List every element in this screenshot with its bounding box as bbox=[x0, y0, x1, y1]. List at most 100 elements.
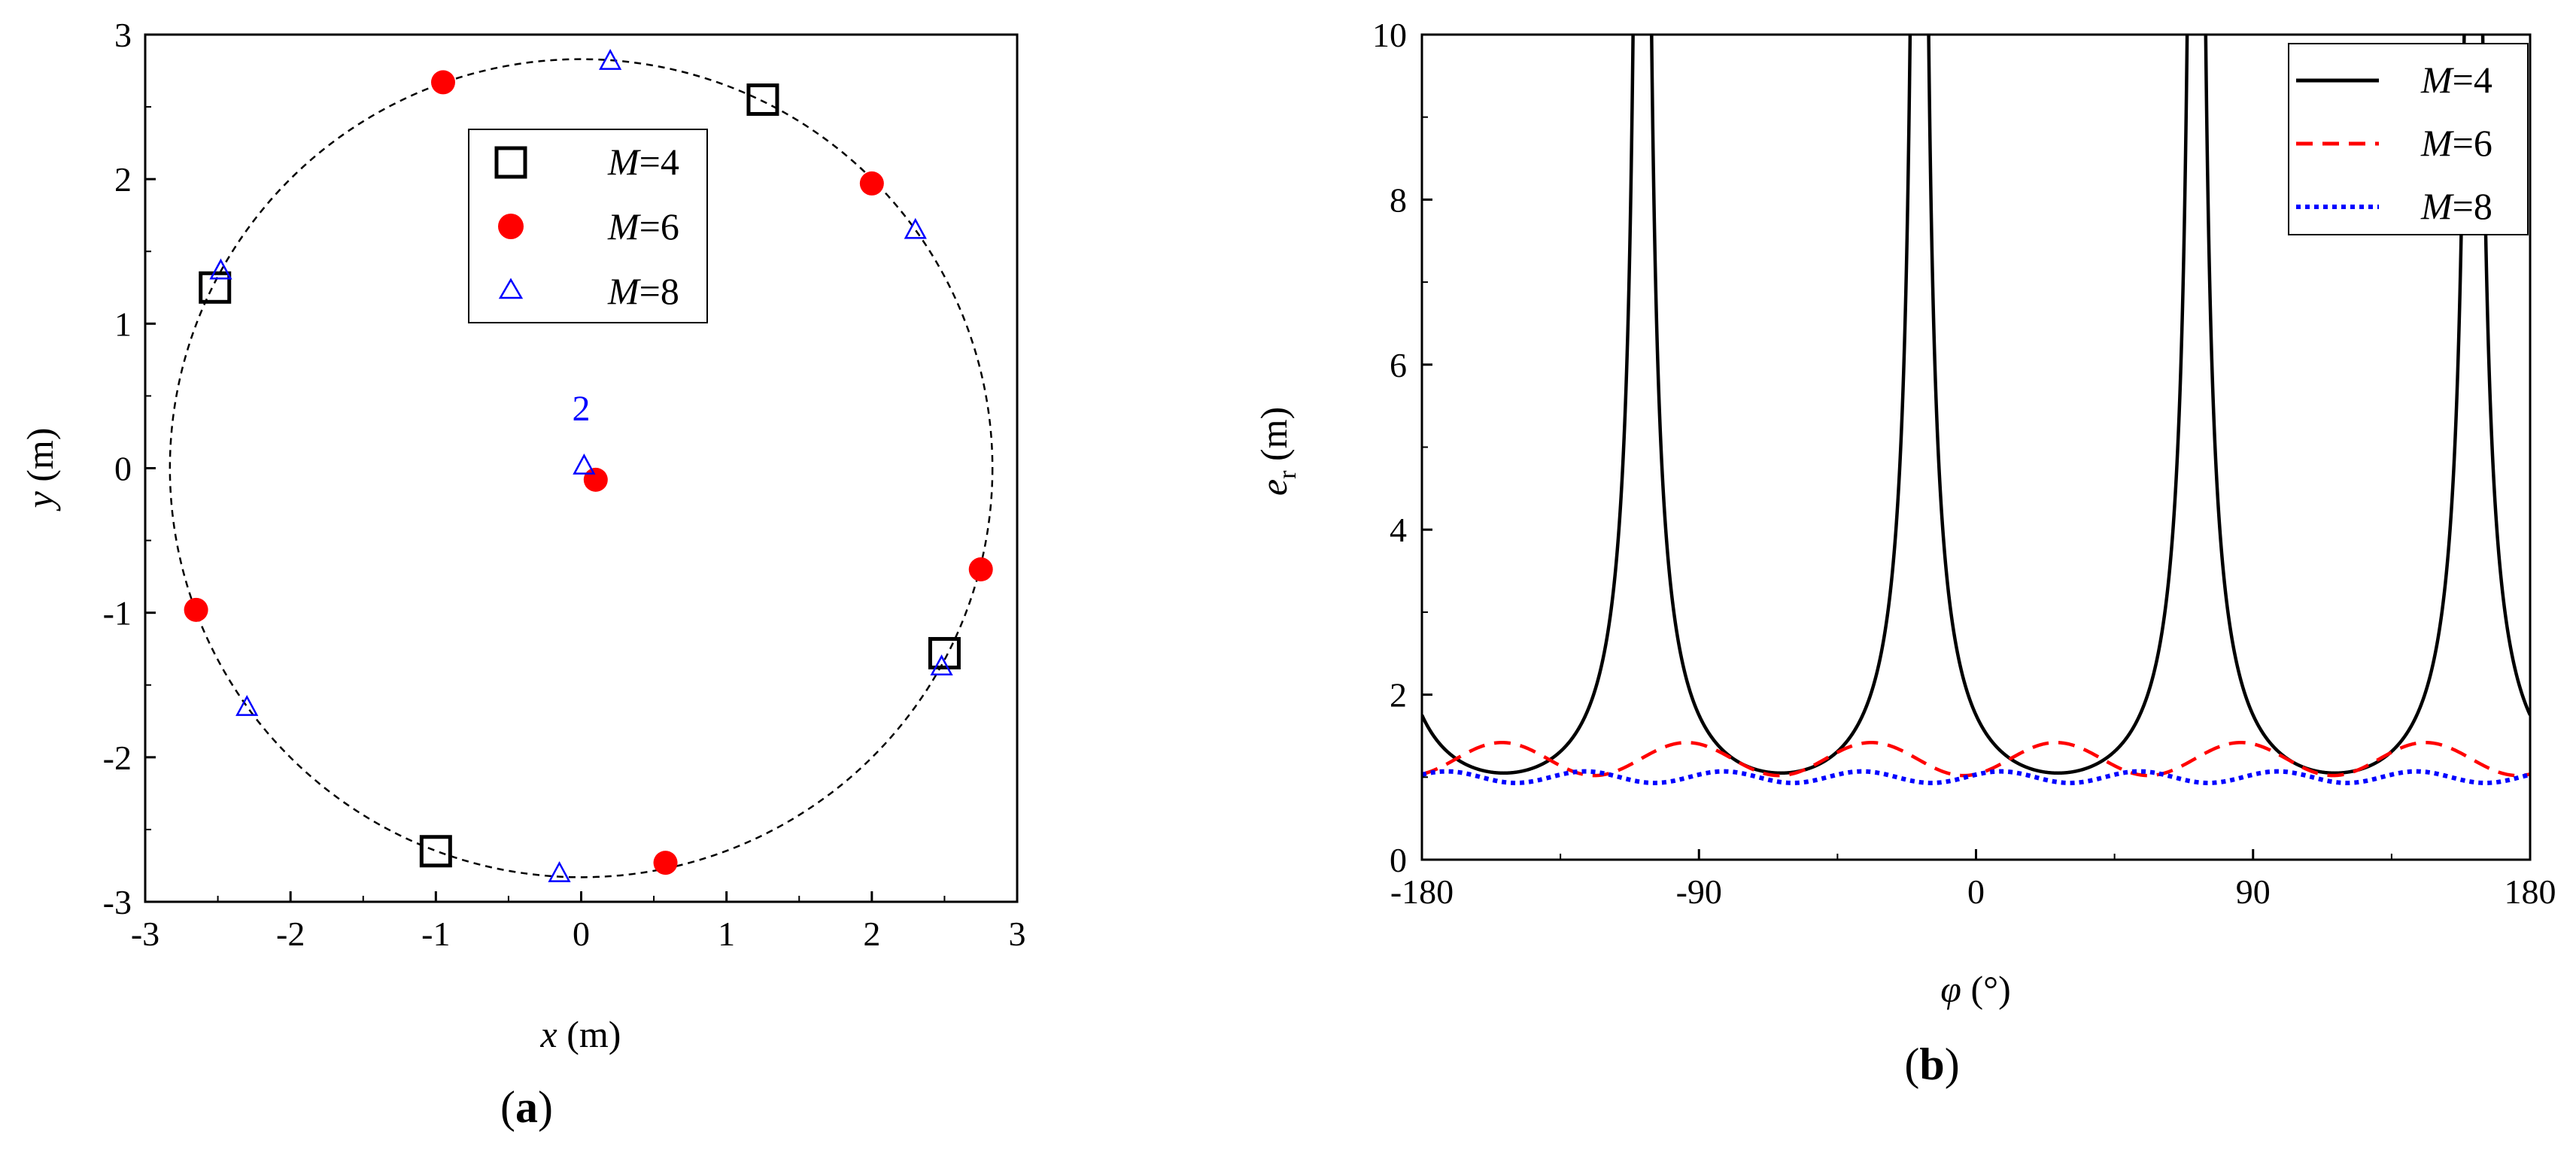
panel-a-legend-label-m6: M=6 bbox=[607, 205, 679, 247]
legend-triangle-marker bbox=[498, 278, 524, 299]
m4-square-point bbox=[419, 835, 452, 868]
x-tick-label: -2 bbox=[276, 915, 305, 953]
m8-triangle-point bbox=[573, 454, 596, 475]
m8-triangle-point bbox=[904, 217, 927, 239]
panel-a-legend-label-m8: M=8 bbox=[607, 270, 679, 312]
panel-a-label-close: ) bbox=[538, 1082, 553, 1132]
x-tick-label: 0 bbox=[1967, 872, 1985, 911]
y-tick-label: 0 bbox=[1390, 841, 1407, 879]
y-tick-label: 4 bbox=[1390, 511, 1407, 549]
x-tick-label: -3 bbox=[131, 915, 159, 953]
panel-b-label-close: ) bbox=[1945, 1039, 1960, 1089]
panel-a-plot-area bbox=[169, 58, 994, 878]
x-tick-label: 0 bbox=[573, 915, 590, 953]
x-tick-label: -90 bbox=[1676, 872, 1722, 911]
panel-a-x-axis-title: x (m) bbox=[540, 1013, 621, 1055]
panel-a-label-open: ( bbox=[500, 1082, 515, 1132]
legend-a-m4-val: =4 bbox=[639, 141, 679, 183]
y-tick-label: 2 bbox=[114, 160, 132, 199]
m8-triangle-point bbox=[548, 860, 571, 882]
y-tick-label: 1 bbox=[114, 305, 132, 343]
panel-b-y-unit: (m) bbox=[1253, 407, 1295, 471]
legend-a-m8-var: M bbox=[607, 270, 641, 312]
y-tick-label: 10 bbox=[1372, 16, 1407, 54]
legend-b-m6-val: =6 bbox=[2453, 122, 2492, 164]
legend-b-m4-val: =4 bbox=[2453, 59, 2492, 101]
legend-square-marker bbox=[494, 146, 527, 179]
m6-circle-point bbox=[968, 557, 993, 582]
y-tick-label: -3 bbox=[103, 883, 132, 921]
m4-square-point bbox=[199, 271, 232, 304]
panel-b-y-axis-title: er (m) bbox=[1253, 407, 1302, 496]
m8-triangle-point bbox=[209, 258, 232, 280]
panel-b-xlabel: φ bbox=[1940, 968, 1961, 1010]
panel-a-label-letter: a bbox=[515, 1082, 538, 1132]
y-tick-label: -1 bbox=[103, 594, 132, 633]
panel-a-xlabel: x bbox=[540, 1013, 557, 1055]
x-tick-label: 90 bbox=[2236, 872, 2271, 911]
x-tick-label: 3 bbox=[1009, 915, 1026, 953]
m8-triangle-point bbox=[599, 48, 622, 70]
m6-circle-point bbox=[583, 467, 608, 492]
panel-b-legend-label-m8: M=8 bbox=[2420, 185, 2492, 227]
panel-b-legend-box bbox=[2288, 43, 2529, 235]
panel-b-ylabel: e bbox=[1253, 479, 1295, 496]
panel-a-annotation: 2 bbox=[573, 389, 591, 429]
x-tick-label: 2 bbox=[863, 915, 880, 953]
panel-b-legend: M=4 M=6 M=8 bbox=[2288, 43, 2529, 235]
panel-b-label: (b) bbox=[1904, 1039, 1959, 1089]
m6-circle-point bbox=[859, 171, 884, 196]
legend-b-m8-val: =8 bbox=[2453, 185, 2492, 227]
panel-b-x-unit: (°) bbox=[1961, 968, 2011, 1010]
x-tick-label: 1 bbox=[718, 915, 735, 953]
legend-circle-marker bbox=[498, 214, 524, 239]
panel-a-legend-label-m4: M=4 bbox=[607, 141, 679, 183]
y-tick-label: -2 bbox=[103, 739, 132, 777]
x-tick-label: -1 bbox=[421, 915, 450, 953]
legend-a-m4-var: M bbox=[607, 141, 641, 183]
panel-a-legend: M=4 M=6 M=8 bbox=[468, 129, 708, 323]
m6-circle-point bbox=[430, 70, 455, 95]
legend-b-m4-var: M bbox=[2420, 59, 2454, 101]
panel-a-points bbox=[184, 48, 993, 882]
panel-a-ticks: -3 -2 -1 0 1 2 3 -3 -2 -1 0 1 2 3 bbox=[103, 16, 1026, 953]
m8-triangle-point bbox=[930, 654, 953, 676]
line-m4-solid bbox=[1422, 35, 2530, 775]
y-tick-label: 6 bbox=[1390, 346, 1407, 384]
line-m8-dotted bbox=[1422, 769, 2530, 785]
panel-b-label-open: ( bbox=[1904, 1039, 1919, 1089]
y-tick-label: 2 bbox=[1390, 676, 1407, 715]
m6-circle-point bbox=[184, 597, 208, 622]
panel-a-y-axis-title: y (m) bbox=[19, 428, 61, 512]
y-tick-label: 0 bbox=[114, 450, 132, 488]
panel-b-ticks: -180 -90 0 90 180 0 2 4 6 8 10 bbox=[1372, 16, 2556, 911]
panel-b-label-letter: b bbox=[1919, 1039, 1944, 1089]
legend-a-m8-val: =8 bbox=[639, 270, 679, 312]
panel-b-legend-label-m4: M=4 bbox=[2420, 59, 2492, 101]
reference-circle bbox=[169, 58, 994, 878]
panel-b-ylabel-subscript: r bbox=[1274, 470, 1302, 479]
panel-a: -3 -2 -1 0 1 2 3 -3 -2 -1 0 1 2 3 2 x (m) y (m) (a) M… bbox=[19, 16, 1026, 1132]
legend-b-m6-var: M bbox=[2420, 122, 2454, 164]
legend-a-m6-var: M bbox=[607, 205, 641, 247]
panel-b-legend-label-m6: M=6 bbox=[2420, 122, 2492, 164]
panel-b-plot-area bbox=[1422, 35, 2530, 785]
panel-a-label: (a) bbox=[500, 1082, 553, 1132]
legend-a-m6-val: =6 bbox=[639, 205, 679, 247]
y-tick-label: 3 bbox=[114, 16, 132, 54]
m4-square-point bbox=[746, 83, 779, 116]
panel-a-x-unit: (m) bbox=[557, 1013, 621, 1055]
m6-circle-point bbox=[653, 851, 678, 875]
panel-a-y-unit: (m) bbox=[19, 428, 61, 492]
y-tick-label: 8 bbox=[1390, 181, 1407, 219]
legend-b-m8-var: M bbox=[2420, 185, 2454, 227]
m4-square-point bbox=[928, 636, 961, 669]
x-tick-label: -180 bbox=[1390, 872, 1454, 911]
x-tick-label: 180 bbox=[2505, 872, 2556, 911]
line-m6-dashed bbox=[1422, 740, 2530, 778]
panel-a-ylabel: y bbox=[19, 490, 61, 511]
m8-triangle-point bbox=[235, 694, 259, 716]
panel-b-x-axis-title: φ (°) bbox=[1940, 968, 2010, 1010]
